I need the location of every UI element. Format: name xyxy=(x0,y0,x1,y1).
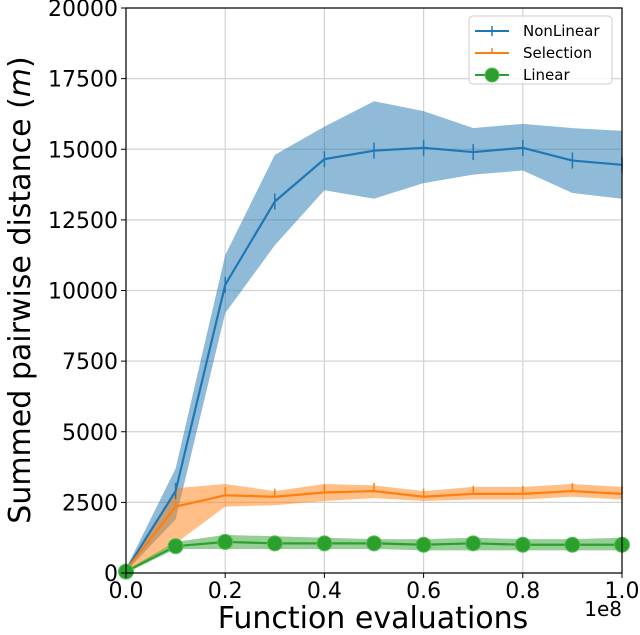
series-lines xyxy=(118,139,630,580)
series-nonlinear xyxy=(125,139,623,571)
legend-entry-linear: Linear xyxy=(475,66,570,84)
x-tick-label: 0.8 xyxy=(505,579,540,604)
circle-marker-icon xyxy=(167,538,184,555)
legend-box xyxy=(468,15,613,85)
y-tick-label: 2500 xyxy=(62,491,118,516)
legend: NonLinear Selection Linear xyxy=(468,15,613,85)
y-axis-label-close: ) xyxy=(3,56,38,68)
circle-marker-icon xyxy=(514,536,531,553)
legend-entry-nonlinear: NonLinear xyxy=(475,22,600,40)
x-tick-label: 0.2 xyxy=(208,579,243,604)
x-tick-label: 0.4 xyxy=(307,579,342,604)
circle-marker-icon xyxy=(217,533,234,550)
x-tick-label: 0.6 xyxy=(406,579,441,604)
y-axis-label-text: Summed pairwise distance ( xyxy=(3,97,38,524)
circle-marker-icon xyxy=(465,535,482,552)
y-tick-label: 10000 xyxy=(48,280,118,305)
legend-entry-selection: Selection xyxy=(475,44,592,62)
circle-marker-icon xyxy=(415,536,432,553)
legend-label: Selection xyxy=(523,44,592,62)
y-tick-label: 0 xyxy=(104,562,118,587)
y-tick-label: 12500 xyxy=(48,209,118,234)
y-tick-label: 7500 xyxy=(62,350,118,375)
legend-label: Linear xyxy=(523,66,570,84)
x-tick-label: 1.0 xyxy=(605,579,640,604)
band-nonlinear xyxy=(126,101,622,572)
circle-marker-icon xyxy=(484,67,500,83)
circle-marker-icon xyxy=(266,535,283,552)
x-tick-label: 0.0 xyxy=(109,579,144,604)
y-tick-label: 5000 xyxy=(62,421,118,446)
x-axis-offset-label: 1e8 xyxy=(584,597,622,621)
circle-marker-icon xyxy=(366,535,382,552)
circle-marker-icon xyxy=(316,535,333,552)
y-axis-ticks: 0 2500 5000 7500 10000 12500 15000 17500 20000 xyxy=(48,0,126,587)
y-tick-label: 17500 xyxy=(48,68,118,93)
x-axis-label: Function evaluations xyxy=(218,601,529,635)
x-axis-ticks: 0.0 0.2 0.4 0.6 0.8 1.0 xyxy=(109,573,640,604)
y-axis-label: Summed pairwise distance (m) xyxy=(3,56,38,523)
legend-label: NonLinear xyxy=(523,22,600,40)
y-axis-label-italic: m xyxy=(3,68,38,97)
circle-marker-icon xyxy=(564,536,581,553)
series-linear xyxy=(118,533,630,580)
y-tick-label: 15000 xyxy=(48,138,118,163)
y-tick-label: 20000 xyxy=(48,0,118,22)
band-selection xyxy=(126,484,622,572)
